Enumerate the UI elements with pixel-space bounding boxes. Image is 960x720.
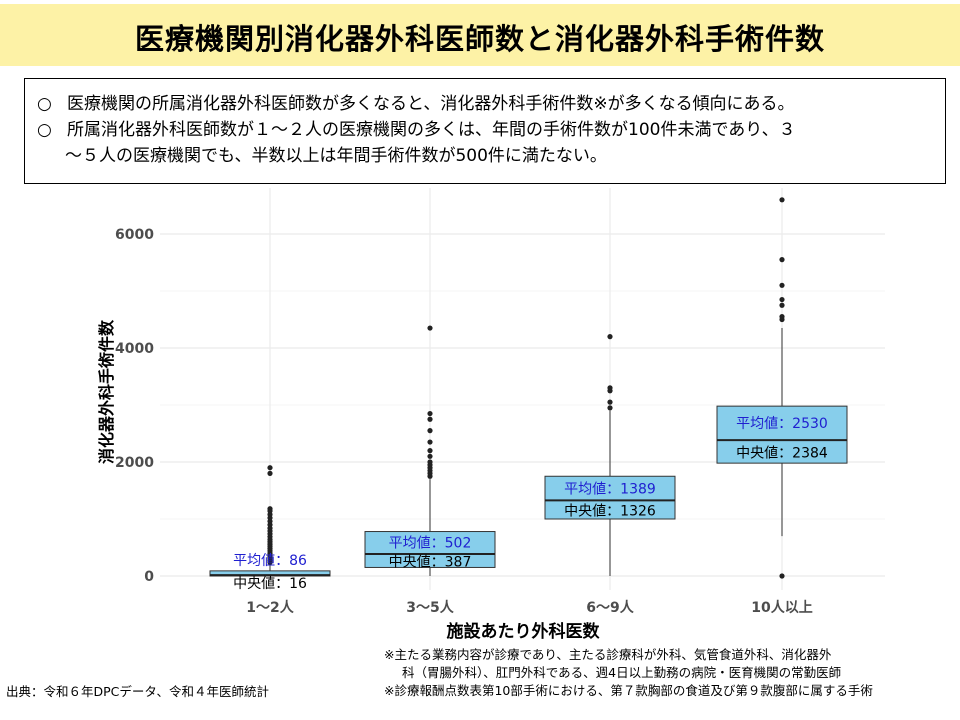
mean-label: 平均値：2530 xyxy=(736,416,828,432)
outlier-point xyxy=(779,314,785,320)
box-rect xyxy=(716,405,848,464)
outlier-point xyxy=(427,325,433,331)
y-tick-label: 0 xyxy=(144,569,154,585)
summary-line-1: 医療機関の所属消化器外科医師数が多くなると、消化器外科手術件数※が多くなる傾向に… xyxy=(67,94,795,114)
x-tick-label: 6～9人 xyxy=(586,599,634,616)
outlier-point xyxy=(427,428,433,434)
source-note: 出典：令和６年DPCデータ、令和４年医師統計 xyxy=(6,684,270,699)
x-axis-label: 施設あたり外科医数 xyxy=(447,621,601,642)
outlier-point xyxy=(779,282,785,288)
outlier-point xyxy=(427,459,433,465)
y-axis-label: 消化器外科手術件数 xyxy=(97,319,116,464)
bullet-mark: ○ xyxy=(37,94,52,114)
summary-bullet-2: ○ 所属消化器外科医師数が１～２人の医療機関の多くは、年間の手術件数が100件未満… xyxy=(37,117,796,143)
footnote-2: 科（胃腸外科）、肛門外科である、週4日以上勤務の病院・医育機関の常勤医師 xyxy=(402,665,842,680)
outlier-point xyxy=(607,399,613,405)
x-tick-label: 3～5人 xyxy=(406,599,454,616)
page-title: 医療機関別消化器外科医師数と消化器外科手術件数 xyxy=(134,22,825,56)
outlier-point xyxy=(779,296,785,303)
y-tick-label: 6000 xyxy=(115,227,154,243)
x-tick-label: 10人以上 xyxy=(751,599,812,616)
outlier-point xyxy=(427,439,433,445)
outlier-point xyxy=(607,405,613,411)
median-label: 中央値：16 xyxy=(233,576,307,592)
outlier-point xyxy=(779,197,785,203)
x-tick-label: 1～2人 xyxy=(246,599,294,616)
outlier-point xyxy=(427,410,433,417)
mean-label: 平均値：1389 xyxy=(564,481,656,497)
mean-label: 平均値：502 xyxy=(389,536,472,552)
box-rect xyxy=(544,475,676,520)
footnote-3: ※診療報酬点数表第10部手術における、第７款胸部の食道及び第９款腹部に属する手術 xyxy=(384,683,873,698)
outlier-point xyxy=(427,453,433,459)
chart-labels: 0 2000 4000 6000 平均値：86 中央値：16 1～2人 平均値：502 中央値：… xyxy=(115,227,828,616)
title-bar xyxy=(0,4,960,66)
outlier-point xyxy=(267,465,273,471)
outlier-point xyxy=(267,470,273,476)
footnote-1: ※主たる業務内容が診療であり、主たる診療科が外科、気管食道外科、消化器外 xyxy=(384,647,832,662)
summary-box: ○ 医療機関の所属消化器外科医師数が多くなると、消化器外科手術件数※が多くなる傾向… xyxy=(24,78,946,184)
median-label: 中央値：1326 xyxy=(564,504,656,520)
summary-line-2: 所属消化器外科医師数が１～２人の医療機関の多くは、年間の手術件数が100件未満で… xyxy=(67,120,796,140)
outlier-point xyxy=(427,448,433,454)
summary-line-3: ～５人の医療機関でも、半数以上は年間手術件数が500件に満たない。 xyxy=(65,146,607,166)
bullet-mark: ○ xyxy=(37,120,52,140)
median-label: 中央値：2384 xyxy=(736,446,828,462)
outlier-point xyxy=(779,257,785,263)
outlier-point xyxy=(607,334,613,340)
outlier-point xyxy=(427,416,433,422)
median-label: 中央値：387 xyxy=(389,555,472,571)
y-tick-label: 2000 xyxy=(115,455,154,471)
outlier-point xyxy=(607,385,613,391)
outlier-point xyxy=(267,506,273,512)
box-rect xyxy=(364,531,496,568)
summary-bullet-1: ○ 医療機関の所属消化器外科医師数が多くなると、消化器外科手術件数※が多くなる傾向… xyxy=(37,91,795,117)
mean-label: 平均値：86 xyxy=(233,553,307,569)
outlier-point xyxy=(779,573,785,579)
chart-boxes xyxy=(209,197,848,579)
y-tick-label: 4000 xyxy=(115,341,154,357)
outlier-point xyxy=(779,302,785,308)
